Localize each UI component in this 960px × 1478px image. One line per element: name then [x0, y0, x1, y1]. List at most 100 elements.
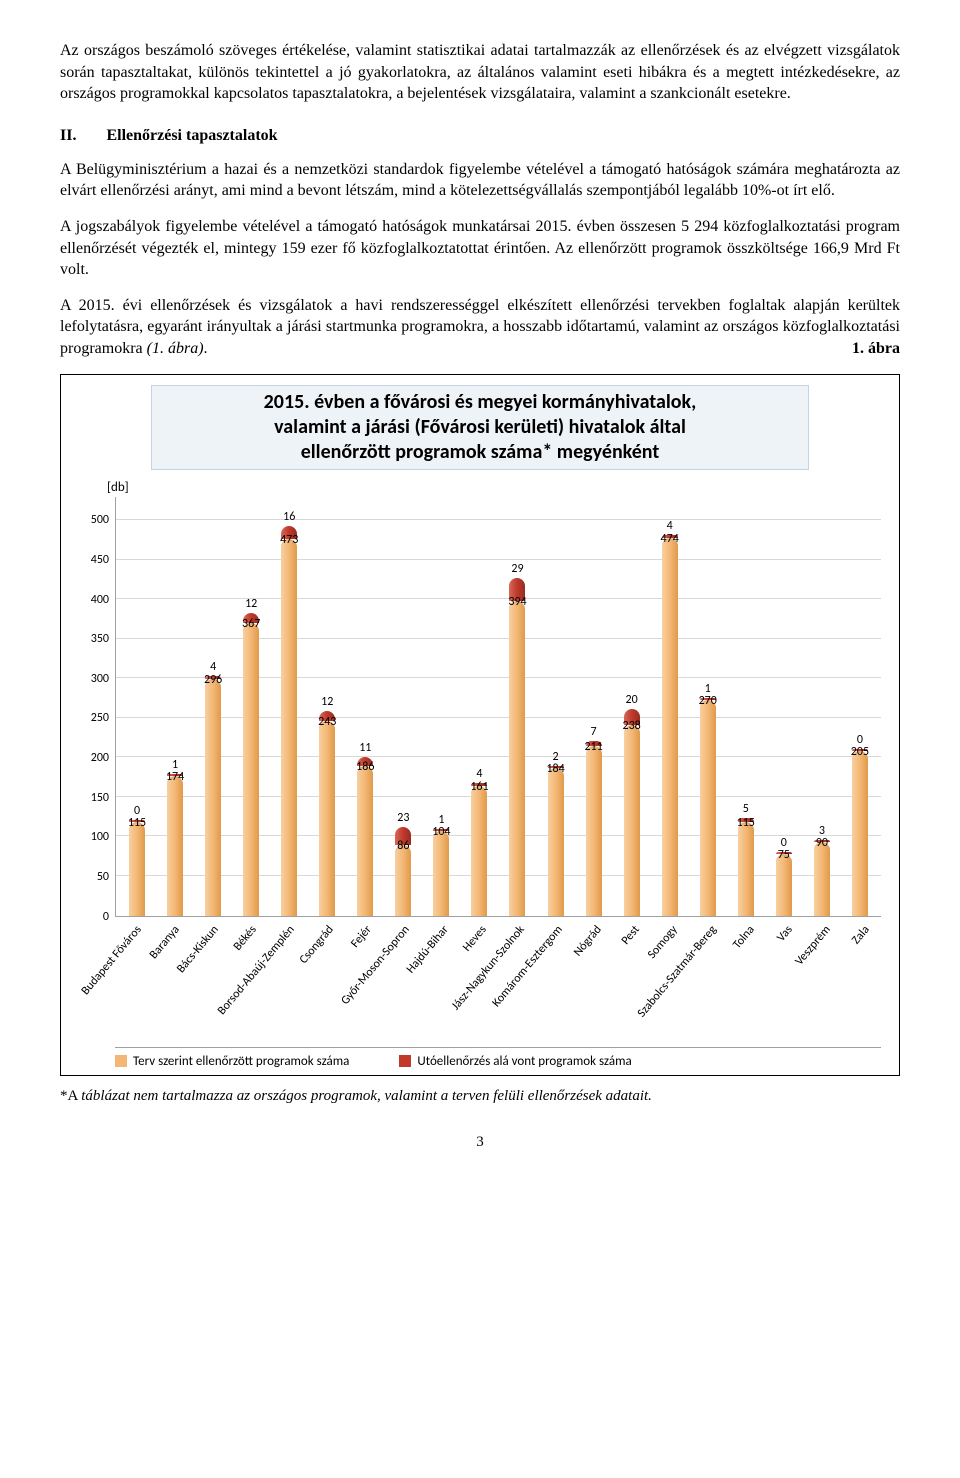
y-tick-label: 200 [91, 751, 109, 765]
paragraph-3: A jogszabályok figyelembe vételével a tá… [60, 216, 900, 281]
x-axis: Budapest FővárosBaranyaBács-KiskunBékésB… [115, 917, 881, 1047]
paragraph-1: Az országos beszámoló szöveges értékelés… [60, 40, 900, 105]
figure-ref: (1. ábra) [147, 340, 204, 357]
bar-cap-value: 20 [626, 693, 638, 707]
bar-cap-value: 11 [359, 741, 371, 755]
bar-cap-value: 7 [591, 725, 597, 739]
bar-main [814, 842, 830, 915]
x-tick: Baranya [154, 917, 190, 1047]
bar-slot: 1104 [423, 829, 459, 915]
bar-cap-value: 5 [743, 802, 749, 816]
bar-slot: 390 [804, 840, 840, 916]
bar-main-value: 473 [280, 533, 298, 547]
section-number: II. [60, 127, 76, 145]
bar-main [281, 539, 297, 916]
x-tick-label: Pest [619, 923, 643, 948]
y-tick-label: 100 [91, 830, 109, 844]
bar-main [129, 822, 145, 915]
bar-main [395, 845, 411, 915]
bar-main [700, 700, 716, 916]
legend: Terv szerint ellenőrzött programok száma… [115, 1047, 881, 1069]
bar-slot: 20238 [614, 709, 650, 915]
y-tick-label: 450 [91, 553, 109, 567]
paragraph-4: A 2015. évi ellenőrzések és vizsgálatok … [60, 295, 900, 360]
bar-main [167, 776, 183, 916]
bar-slot: 0205 [842, 749, 878, 915]
x-tick: Tolna [729, 917, 765, 1047]
bar-slot: 1270 [690, 698, 726, 916]
bar-main-value: 86 [397, 839, 409, 853]
bar-main [738, 822, 754, 915]
bar-main [243, 623, 259, 916]
paragraph-4-end: . [204, 340, 208, 357]
bar-main-value: 296 [204, 673, 222, 687]
x-tick: Szabolcs-Szatmár-Bereg [690, 917, 726, 1047]
y-tick-label: 400 [91, 593, 109, 607]
bar-cap-value: 4 [667, 519, 673, 533]
x-tick-label: Zala [849, 923, 872, 947]
y-tick-label: 500 [91, 513, 109, 527]
bar-cap-value: 12 [321, 695, 333, 709]
bar-slot: 5115 [728, 818, 764, 915]
bar-slot: 16473 [271, 526, 307, 916]
bar-chart: 2015. évben a fővárosi és megyei kormány… [60, 374, 900, 1076]
bar-main-value: 186 [356, 760, 374, 774]
x-tick: Vas [767, 917, 803, 1047]
bar-main [776, 854, 792, 915]
x-tick: Budapest Főváros [116, 917, 152, 1047]
y-tick-label: 50 [97, 870, 109, 884]
x-tick: Zala [844, 917, 880, 1047]
paragraph-2: A Belügyminisztérium a hazai és a nemzet… [60, 159, 900, 202]
section-title: Ellenőrzési tapasztalatok [106, 127, 277, 145]
bar-main [433, 831, 449, 915]
bar-main [471, 786, 487, 916]
bar-main-value: 243 [318, 715, 336, 729]
bar-main [586, 746, 602, 915]
plot-area: 050100150200250300350400450500 011511744… [79, 497, 881, 917]
legend-label-followup: Utóellenőrzés alá vont programok száma [417, 1054, 631, 1069]
section-heading: II. Ellenőrzési tapasztalatok [60, 127, 900, 145]
bar-main-value: 211 [584, 740, 602, 754]
bar-slot: 0115 [119, 820, 155, 915]
bar-main-value: 115 [128, 816, 146, 830]
bar-slot: 12243 [309, 711, 345, 915]
x-tick: Pest [614, 917, 650, 1047]
y-tick-label: 350 [91, 632, 109, 646]
bar-slot: 2386 [385, 827, 421, 915]
gridline [116, 559, 881, 560]
bar-cap-value: 4 [210, 660, 216, 674]
bar-main-value: 270 [699, 694, 717, 708]
x-tick-label: Békés [231, 923, 260, 954]
x-tick: Nógrád [575, 917, 611, 1047]
chart-title-line-2: valamint a járási (Fővárosi kerületi) hi… [274, 415, 686, 439]
bar-main-value: 367 [242, 617, 260, 631]
bar-slot: 4161 [461, 783, 497, 916]
bar-cap-value: 4 [476, 767, 482, 781]
x-tick-label: Fejér [348, 923, 374, 951]
bar-main [205, 679, 221, 916]
bar-slot: 29394 [499, 578, 535, 915]
bar-cap-value: 16 [283, 510, 295, 524]
bar-main-value: 115 [737, 816, 755, 830]
page-number: 3 [60, 1134, 900, 1151]
y-tick-label: 150 [91, 791, 109, 805]
bar-slot: 1174 [157, 774, 193, 916]
y-tick-label: 250 [91, 711, 109, 725]
bar-slot: 2184 [537, 766, 573, 916]
x-tick-label: Nógrád [571, 923, 605, 959]
bar-main-value: 205 [851, 745, 869, 759]
y-axis-unit: [db] [107, 480, 881, 495]
chart-title: 2015. évben a fővárosi és megyei kormány… [151, 385, 809, 470]
bar-main-value: 184 [546, 762, 564, 776]
bar-main [357, 766, 373, 915]
bar-main [509, 601, 525, 915]
bar-slot: 12367 [233, 613, 269, 915]
bar-main [662, 538, 678, 916]
footnote-prefix: *A [60, 1088, 81, 1104]
x-tick: Hajdú-Bihar [422, 917, 458, 1047]
bar-main-value: 394 [508, 595, 526, 609]
bars-area: 0115117442961236716473122431118623861104… [115, 497, 881, 917]
bar-slot: 4296 [195, 676, 231, 916]
legend-label-planned: Terv szerint ellenőrzött programok száma [133, 1054, 349, 1069]
bar-main-value: 90 [816, 836, 828, 850]
